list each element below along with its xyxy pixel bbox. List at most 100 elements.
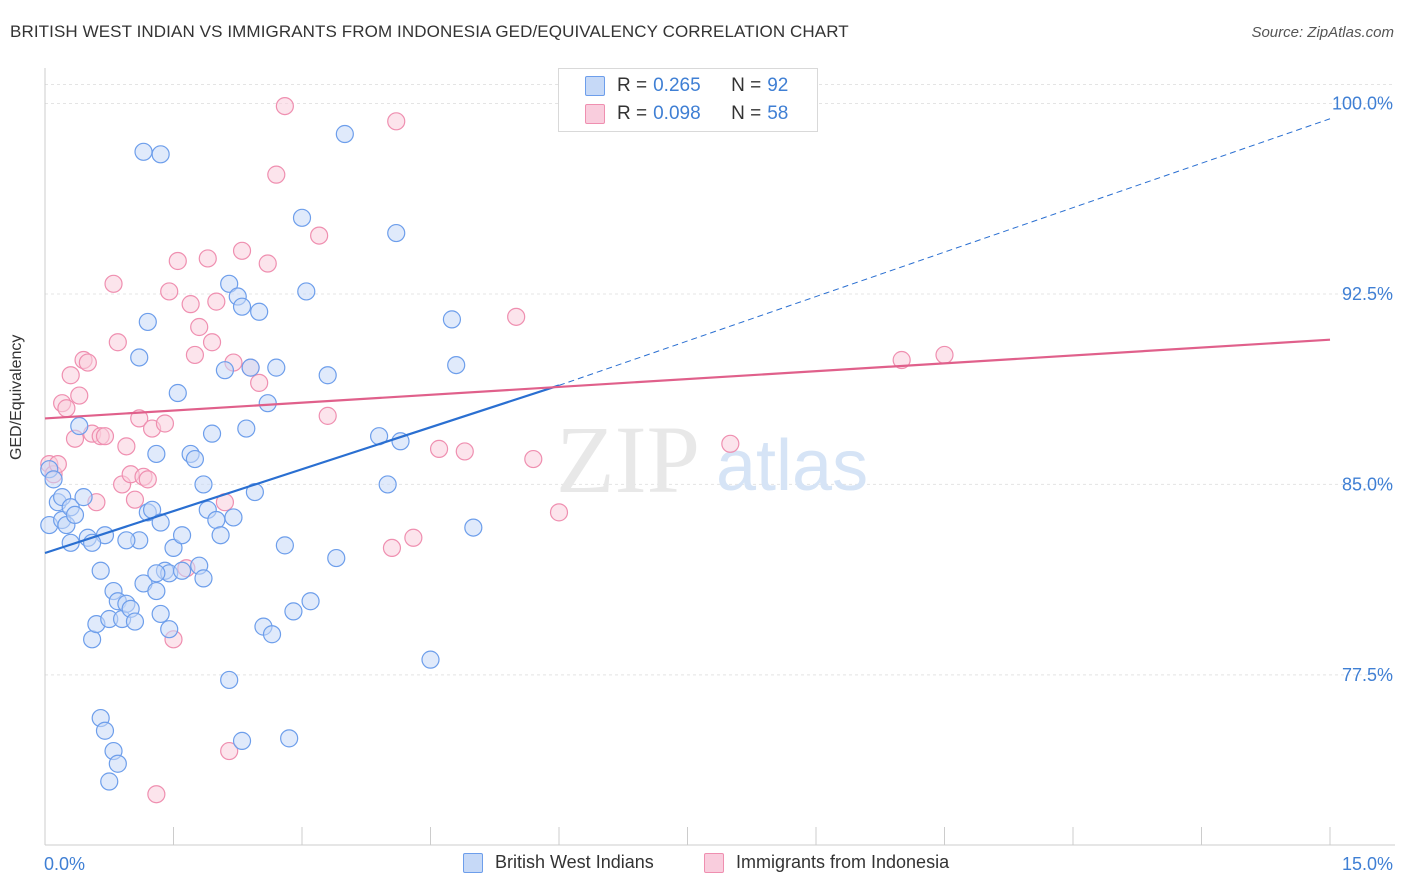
data-point — [455, 442, 474, 461]
data-point — [108, 754, 127, 773]
data-point — [464, 518, 483, 537]
data-point — [258, 254, 277, 273]
gridlines — [45, 84, 1395, 676]
legend-n-label: N = — [731, 75, 762, 96]
y-tick-label: 77.5% — [1342, 665, 1393, 685]
data-point — [318, 406, 337, 425]
data-point — [220, 741, 239, 761]
data-point — [327, 548, 346, 568]
data-point — [387, 223, 406, 243]
data-point — [117, 437, 136, 456]
watermark-zip: ZIP — [556, 406, 700, 513]
data-point — [134, 142, 153, 161]
data-point — [404, 528, 423, 547]
x-tick-label: 0.0% — [44, 854, 85, 874]
x-tick-labels: 0.0% 15.0% — [44, 854, 1393, 874]
legend-swatch-bwi — [463, 852, 483, 873]
data-point — [211, 526, 230, 545]
data-point — [507, 307, 526, 326]
legend-item-bwi[interactable]: British West Indians — [463, 852, 654, 873]
data-point — [258, 394, 277, 413]
data-point — [108, 333, 127, 352]
data-point — [892, 350, 911, 370]
data-point — [721, 434, 740, 453]
data-point — [147, 785, 166, 804]
data-point — [151, 145, 170, 164]
data-point — [160, 282, 179, 301]
data-point — [232, 297, 252, 316]
data-point — [292, 208, 312, 227]
data-point — [220, 670, 239, 690]
data-point — [168, 383, 187, 403]
data-point — [202, 424, 222, 443]
legend-swatch-indonesia — [585, 104, 605, 124]
y-tick-label: 100.0% — [1332, 94, 1393, 114]
data-point — [155, 414, 175, 433]
data-point — [117, 531, 136, 550]
data-point — [421, 650, 440, 669]
legend-r-value-indonesia: 0.098 — [653, 103, 701, 124]
chart-title: BRITISH WEST INDIAN VS IMMIGRANTS FROM I… — [10, 22, 849, 41]
data-point — [335, 124, 354, 144]
legend-swatch-bwi — [585, 76, 605, 96]
data-point — [387, 112, 406, 131]
data-point — [202, 333, 222, 352]
y-tick-label: 85.0% — [1342, 474, 1393, 494]
data-point — [391, 432, 410, 451]
source-label: Source: ZipAtlas.com — [1251, 24, 1394, 41]
y-tick-labels: 77.5% 85.0% 92.5% 100.0% — [1332, 94, 1393, 685]
data-point — [318, 366, 337, 385]
data-point — [95, 721, 115, 740]
data-point — [224, 508, 243, 527]
data-point — [61, 366, 80, 385]
trendlines — [44, 118, 1331, 555]
series-bwi — [40, 124, 483, 791]
data-point — [147, 444, 166, 464]
data-point — [301, 592, 320, 611]
data-point — [232, 731, 252, 750]
data-point — [44, 470, 63, 489]
legend-swatch-indonesia — [704, 852, 724, 873]
data-point — [442, 310, 462, 329]
data-point — [267, 358, 286, 377]
data-point — [275, 96, 294, 116]
watermark: ZIP atlas — [556, 406, 868, 513]
data-point — [207, 292, 226, 311]
legend-label-bwi: British West Indians — [495, 852, 654, 872]
data-point — [172, 526, 192, 545]
data-point — [147, 581, 166, 601]
trendline-indonesia — [44, 338, 1331, 420]
data-point — [549, 503, 569, 522]
data-point — [194, 475, 213, 494]
data-point — [125, 490, 145, 509]
data-point — [275, 536, 294, 555]
data-point — [220, 274, 239, 293]
data-point — [250, 373, 269, 392]
data-point — [250, 302, 269, 321]
data-point — [130, 409, 149, 428]
data-point — [237, 419, 256, 438]
data-point — [185, 449, 205, 469]
legend-n-value-indonesia: 58 — [767, 103, 789, 124]
legend-r-label: R = — [617, 103, 648, 124]
data-point — [100, 772, 119, 791]
data-point — [185, 345, 205, 365]
data-point — [378, 475, 397, 494]
data-point — [172, 561, 192, 580]
data-point — [83, 630, 102, 649]
data-point — [935, 345, 954, 365]
data-point — [168, 251, 187, 271]
data-point — [198, 249, 217, 268]
data-point — [382, 538, 402, 558]
legend-n-label: N = — [731, 103, 762, 124]
legend-item-indonesia[interactable]: Immigrants from Indonesia — [704, 852, 949, 873]
data-point — [207, 510, 226, 530]
data-point — [91, 561, 110, 580]
data-point — [125, 612, 145, 631]
data-point — [78, 353, 97, 372]
data-point — [95, 427, 115, 446]
data-point — [160, 620, 179, 639]
legend-r-value-bwi: 0.265 — [653, 75, 701, 96]
legend-row-bwi: R = 0.265 N = 92 — [585, 75, 788, 97]
